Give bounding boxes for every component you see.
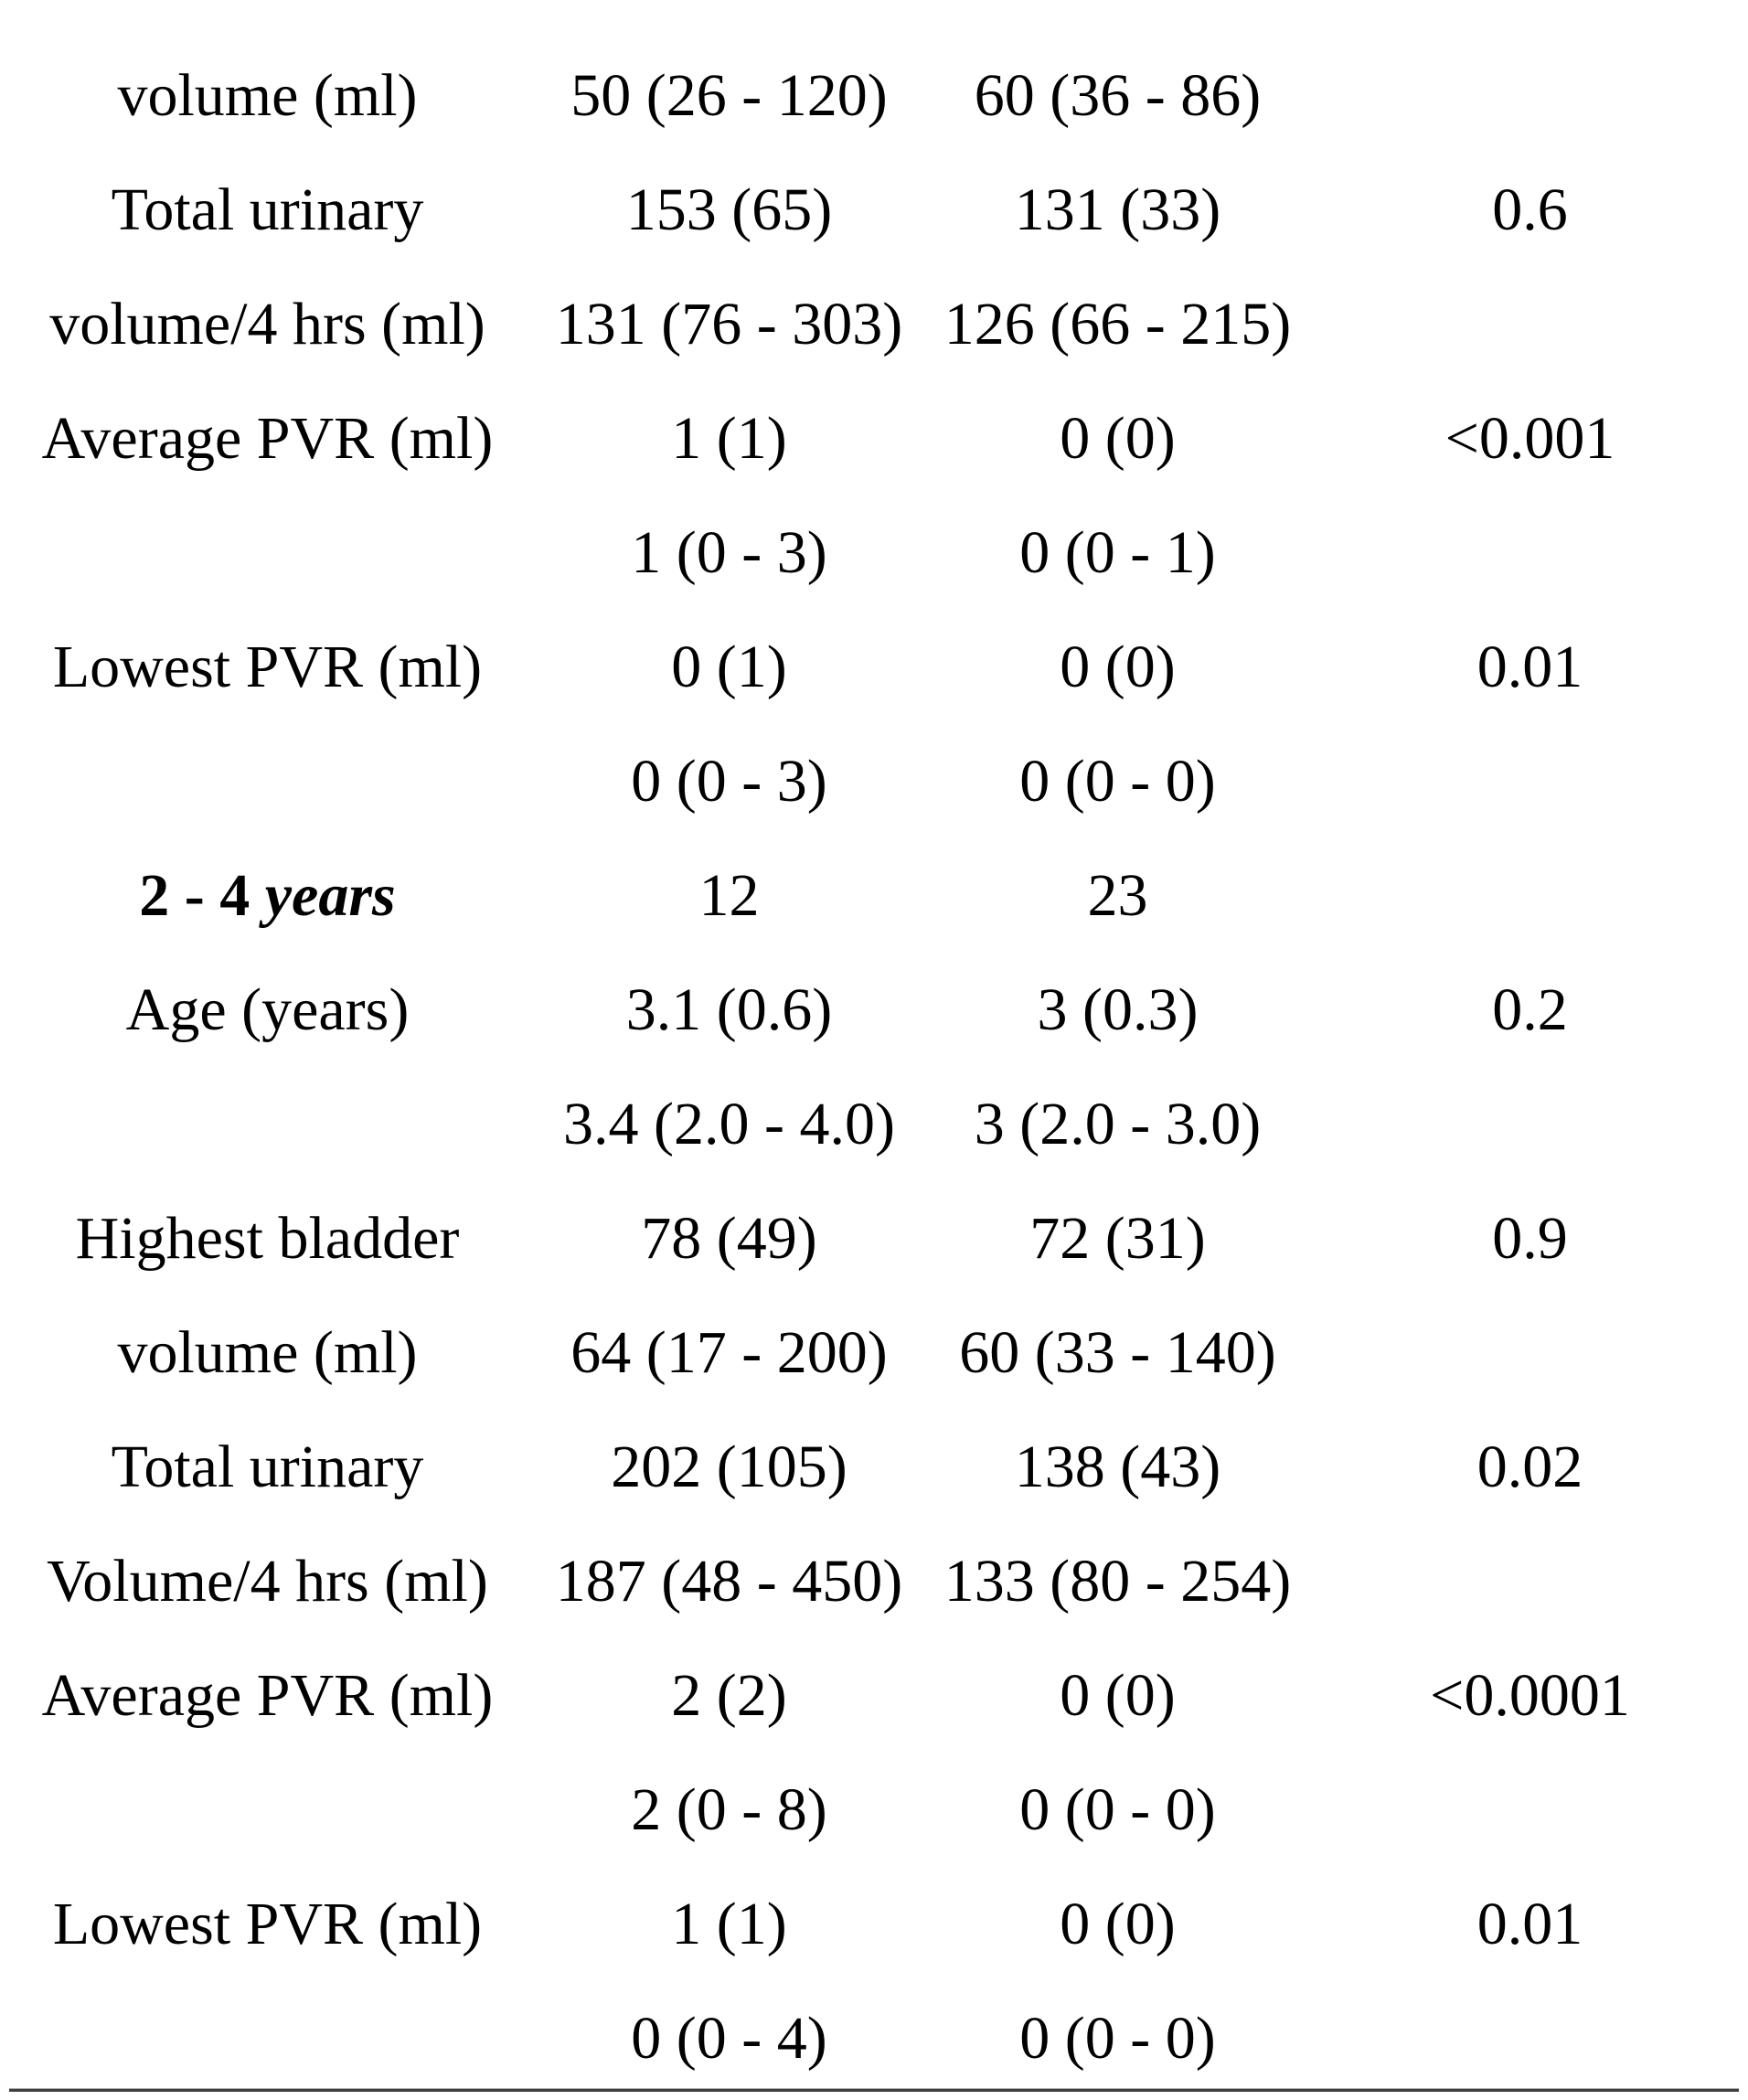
p-value: 0.01 [1476, 1890, 1583, 1957]
group2-value: 0 (0) [1060, 1890, 1176, 1957]
p-value: <0.0001 [1430, 1661, 1630, 1729]
group2-value: 60 (33 - 140) [959, 1318, 1276, 1386]
table-row: 0 (0 - 3) 0 (0 - 0) [0, 724, 1748, 838]
table-row: Total urinary 153 (65) 131 (33) 0.6 [0, 153, 1748, 267]
row-label: Volume/4 hrs (ml) [47, 1547, 488, 1615]
group1-value: 3.1 (0.6) [625, 975, 833, 1043]
table-row: Lowest PVR (ml) 1 (1) 0 (0) 0.01 [0, 1867, 1748, 1981]
group1-value: 64 (17 - 200) [570, 1318, 888, 1386]
table-row: 2 - 4 years 12 23 [0, 838, 1748, 953]
p-value: <0.001 [1444, 404, 1615, 472]
row-label: volume (ml) [117, 61, 418, 129]
table-row: Lowest PVR (ml) 0 (1) 0 (0) 0.01 [0, 610, 1748, 724]
table-row: volume/4 hrs (ml) 131 (76 - 303) 126 (66… [0, 267, 1748, 381]
group2-value: 0 (0 - 0) [1019, 747, 1216, 815]
group1-value: 12 [698, 861, 760, 929]
table-row: volume (ml) 50 (26 - 120) 60 (36 - 86) [0, 38, 1748, 153]
row-label: Average PVR (ml) [41, 404, 494, 472]
group2-value: 0 (0) [1060, 1661, 1176, 1729]
row-label: 2 - 4 years [0, 861, 535, 931]
group2-value: 3 (0.3) [1037, 975, 1199, 1043]
group1-value: 50 (26 - 120) [570, 61, 888, 129]
table-row: Volume/4 hrs (ml) 187 (48 - 450) 133 (80… [0, 1524, 1748, 1638]
results-table: volume (ml) 50 (26 - 120) 60 (36 - 86) T… [0, 38, 1748, 2095]
group1-value: 2 (2) [671, 1661, 787, 1729]
table-row: Age (years) 3.1 (0.6) 3 (0.3) 0.2 [0, 953, 1748, 1067]
group2-value: 0 (0 - 1) [1019, 518, 1216, 586]
table-row: Highest bladder 78 (49) 72 (31) 0.9 [0, 1181, 1748, 1295]
p-value: 0.01 [1476, 633, 1583, 700]
row-label: Average PVR (ml) [41, 1661, 494, 1729]
group1-value: 1 (0 - 3) [631, 518, 827, 586]
group1-value: 78 (49) [641, 1204, 817, 1272]
row-label: Total urinary [111, 176, 424, 243]
table-bottom-border [9, 2088, 1739, 2092]
group1-value: 1 (1) [671, 1890, 787, 1957]
group1-value: 2 (0 - 8) [631, 1775, 827, 1843]
p-value: 0.6 [1492, 176, 1568, 243]
table-row: 1 (0 - 3) 0 (0 - 1) [0, 496, 1748, 610]
row-label: volume (ml) [117, 1318, 418, 1386]
row-label: Lowest PVR (ml) [52, 1890, 483, 1957]
group1-value: 1 (1) [671, 404, 787, 472]
group1-value: 187 (48 - 450) [555, 1547, 903, 1615]
table-row: 3.4 (2.0 - 4.0) 3 (2.0 - 3.0) [0, 1067, 1748, 1181]
row-label: Total urinary [111, 1433, 424, 1500]
table-row: 2 (0 - 8) 0 (0 - 0) [0, 1753, 1748, 1867]
row-label: Highest bladder [75, 1204, 460, 1272]
group2-value: 126 (66 - 215) [943, 290, 1292, 357]
group2-value: 0 (0) [1060, 633, 1176, 700]
group1-value: 131 (76 - 303) [555, 290, 903, 357]
group2-value: 0 (0 - 0) [1019, 1775, 1216, 1843]
p-value: 0.9 [1492, 1204, 1568, 1272]
group-header-text: 2 - 4 [139, 861, 265, 929]
table-row: Total urinary 202 (105) 138 (43) 0.02 [0, 1410, 1748, 1524]
p-value: 0.2 [1492, 975, 1568, 1043]
group1-value: 153 (65) [625, 176, 833, 243]
table-row: Average PVR (ml) 2 (2) 0 (0) <0.0001 [0, 1638, 1748, 1753]
group2-value: 131 (33) [1014, 176, 1221, 243]
p-value: 0.02 [1476, 1433, 1583, 1500]
table-row: Average PVR (ml) 1 (1) 0 (0) <0.001 [0, 381, 1748, 496]
group1-value: 202 (105) [611, 1433, 847, 1500]
group2-value: 23 [1087, 861, 1148, 929]
group2-value: 133 (80 - 254) [943, 1547, 1292, 1615]
group1-value: 3.4 (2.0 - 4.0) [563, 1090, 895, 1157]
row-label: Age (years) [125, 975, 410, 1043]
group2-value: 0 (0) [1060, 404, 1176, 472]
group2-value: 60 (36 - 86) [974, 61, 1262, 129]
group2-value: 138 (43) [1014, 1433, 1221, 1500]
table-row: volume (ml) 64 (17 - 200) 60 (33 - 140) [0, 1295, 1748, 1410]
group2-value: 3 (2.0 - 3.0) [974, 1090, 1262, 1157]
group1-value: 0 (1) [671, 633, 787, 700]
group2-value: 72 (31) [1029, 1204, 1206, 1272]
group-header-italic-text: years [264, 861, 396, 929]
table-row: 0 (0 - 4) 0 (0 - 0) [0, 1981, 1748, 2095]
group2-value: 0 (0 - 0) [1019, 2004, 1216, 2072]
group1-value: 0 (0 - 3) [631, 747, 827, 815]
group1-value: 0 (0 - 4) [631, 2004, 827, 2072]
row-label: volume/4 hrs (ml) [49, 290, 485, 357]
row-label: Lowest PVR (ml) [52, 633, 483, 700]
